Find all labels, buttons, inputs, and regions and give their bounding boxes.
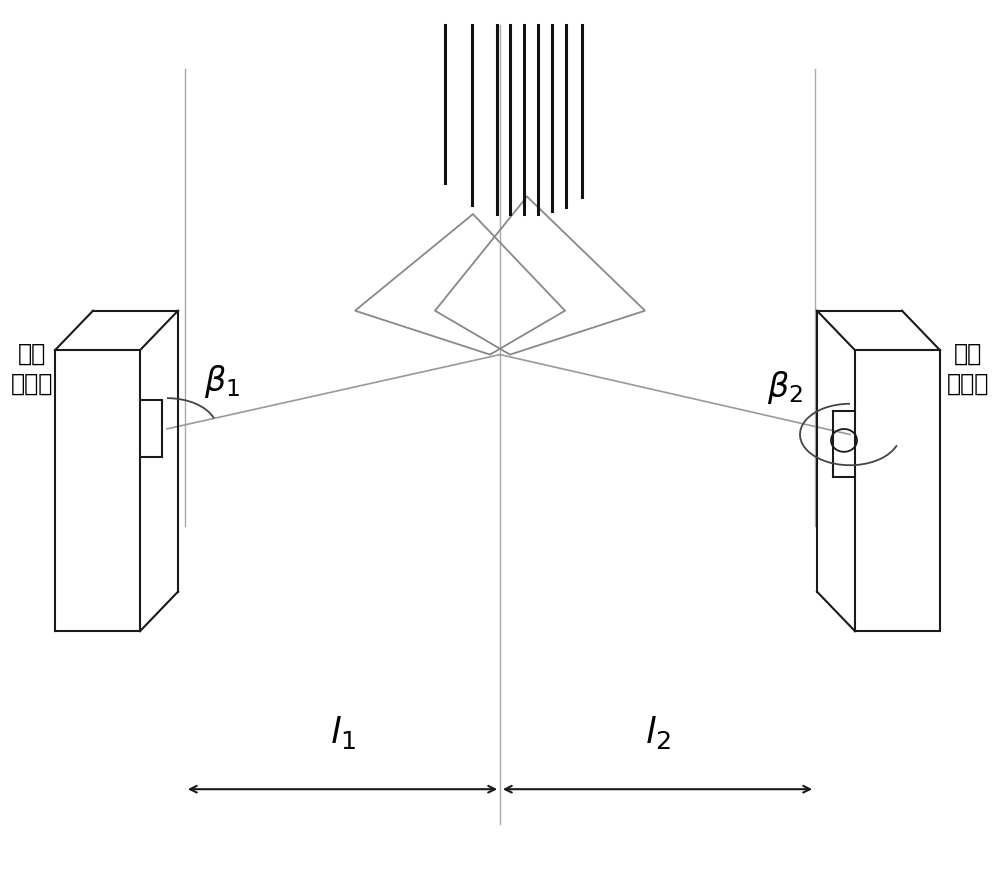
Text: $l_1$: $l_1$ [330,713,355,750]
Text: $\beta_2$: $\beta_2$ [767,368,803,405]
Text: $l_2$: $l_2$ [645,713,670,750]
Text: 外侧
传感器: 外侧 传感器 [11,341,53,395]
Text: $\beta_1$: $\beta_1$ [204,363,240,400]
Text: 内侧
传感器: 内侧 传感器 [947,341,989,395]
